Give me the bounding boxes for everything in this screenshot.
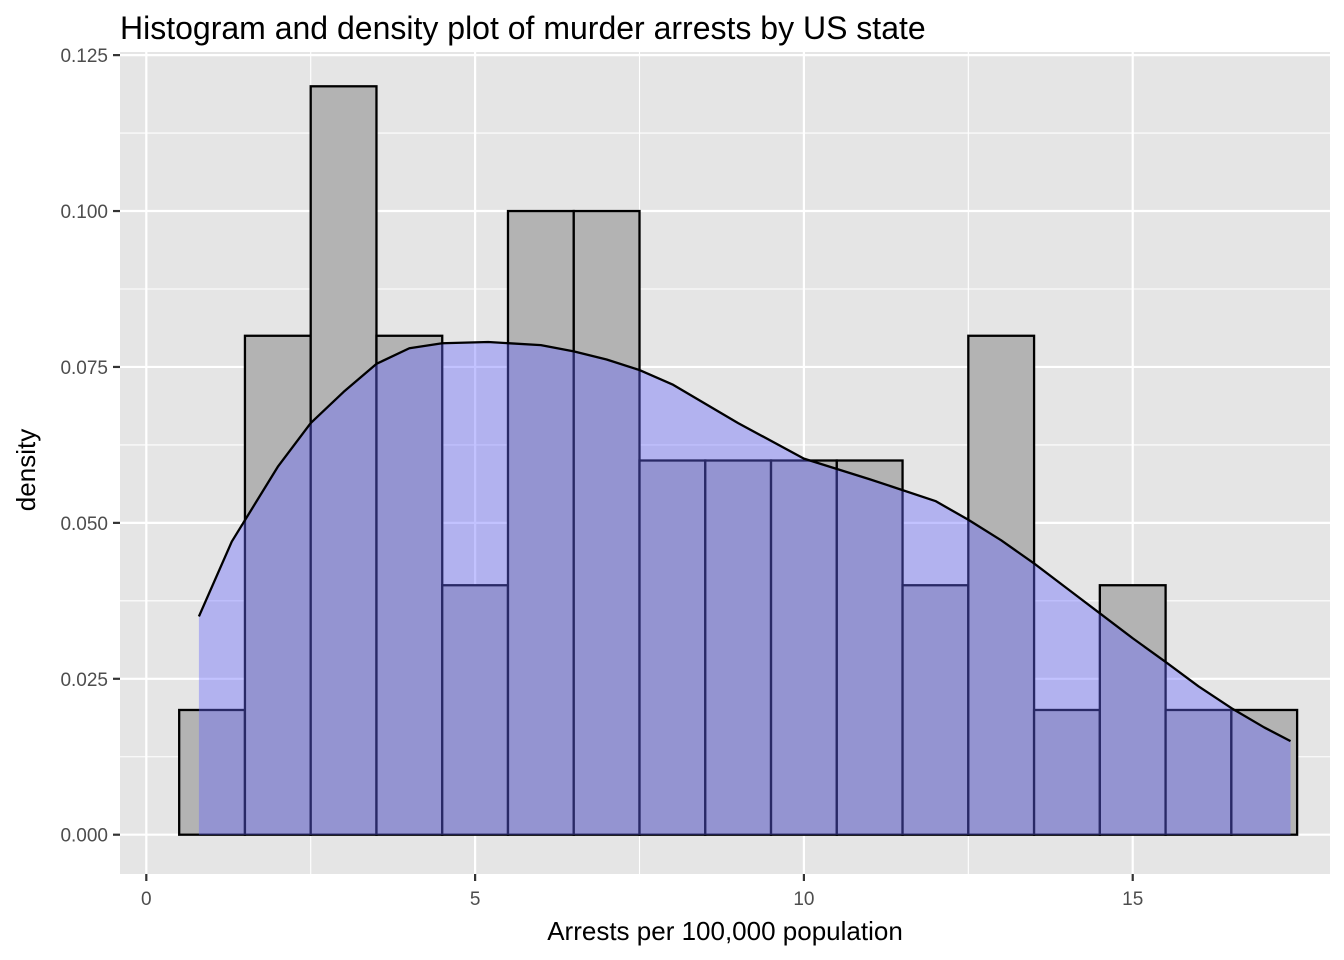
y-tick-label: 0.025 <box>60 670 108 691</box>
x-tick-label: 5 <box>470 889 481 910</box>
x-axis: 0 5 10 15 <box>141 874 1143 910</box>
y-tick-label: 0.000 <box>60 826 108 847</box>
histogram-bar <box>967 334 1036 836</box>
histogram-bar <box>309 85 378 836</box>
histogram-bar <box>638 459 707 836</box>
y-tick-label: 0.100 <box>60 202 108 223</box>
y-tick-label: 0.050 <box>60 514 108 535</box>
histogram-bar <box>901 584 970 836</box>
y-axis: 0.000 0.025 0.050 0.075 0.100 0.125 <box>60 46 120 847</box>
histogram-bar <box>835 459 904 836</box>
histogram-bar <box>769 459 838 836</box>
histogram-bar <box>1032 708 1101 836</box>
histogram-bar <box>441 584 510 836</box>
histogram-bar <box>506 209 575 836</box>
y-tick-label: 0.075 <box>60 358 108 379</box>
histogram-bar <box>375 334 444 836</box>
histogram-bar <box>1098 584 1167 836</box>
y-axis-label: density <box>11 429 41 511</box>
histogram-bar <box>1230 708 1299 836</box>
y-tick-label: 0.125 <box>60 46 108 67</box>
x-tick-label: 0 <box>141 889 152 910</box>
density-layer <box>197 340 1292 835</box>
chart-title: Histogram and density plot of murder arr… <box>120 10 926 46</box>
x-tick-label: 10 <box>793 889 814 910</box>
histogram-bar <box>1164 708 1233 836</box>
histogram-bars <box>178 85 1299 836</box>
x-axis-label: Arrests per 100,000 population <box>547 916 903 946</box>
density-line <box>197 340 1292 743</box>
histogram-bar <box>704 459 773 836</box>
density-area <box>198 342 1291 835</box>
x-tick-label: 15 <box>1122 889 1143 910</box>
